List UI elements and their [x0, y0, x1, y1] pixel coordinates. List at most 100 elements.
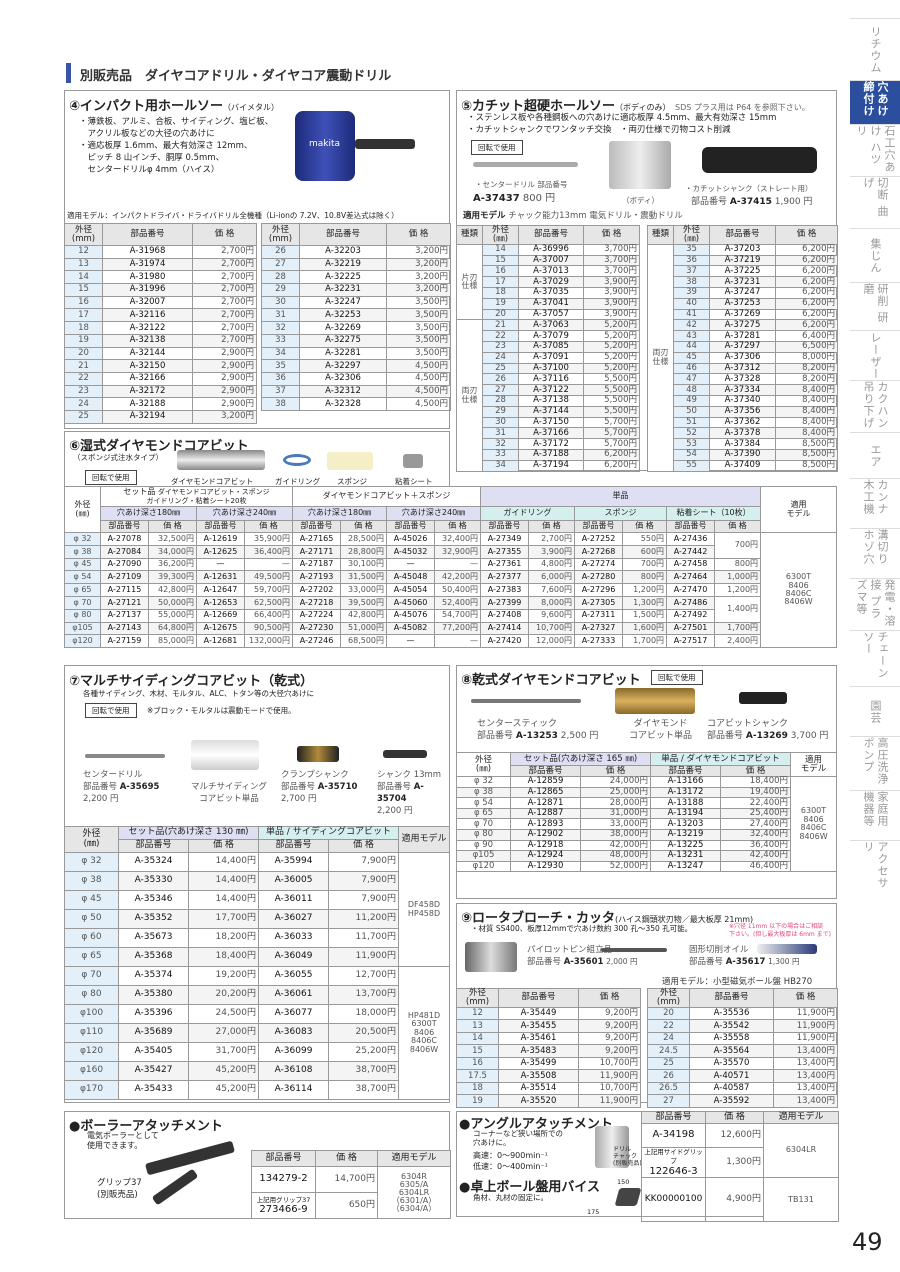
table-row: 18 A-35514 10,700円	[456, 1081, 641, 1096]
sidebar-tab[interactable]: チェーンソー	[850, 630, 900, 686]
table-row: 47 A-37328 8,200円	[648, 373, 838, 386]
diameter-cell: 36	[261, 371, 300, 386]
part-number-cell: A-27383	[480, 583, 530, 597]
table-row: KK00000100 4,900円 TB131	[641, 1177, 839, 1223]
part-number-cell: A-37013	[518, 265, 584, 278]
note: ※ブロック・モルタルは震動モードで使用。	[147, 706, 296, 715]
diameter-cell: 14	[482, 243, 519, 256]
part-number-cell: A-37172	[518, 438, 584, 450]
table-row: 32 A-32269 3,500円	[261, 321, 451, 335]
part-number-cell: A-12653	[196, 595, 245, 610]
diamond-bit-image	[615, 688, 695, 714]
part-number-cell: A-27517	[666, 634, 716, 649]
part-number-cell: A-37312	[709, 362, 776, 375]
price-cell: 8,400円	[775, 384, 838, 396]
part-number-cell: A-36005	[258, 871, 329, 891]
holesaw-body-image	[609, 141, 671, 189]
sidebar-tab[interactable]: アクセサリ	[850, 840, 900, 895]
section-borer-attachment: ●ボーラーアタッチメント 電気ボーラーとして 使用できます。 グリップ37 (別…	[64, 1111, 451, 1219]
sidebar-tab[interactable]: エア	[850, 432, 900, 478]
table-row: 17 A-32116 2,700円	[64, 308, 257, 323]
table-row: 14 A-35461 9,200円	[456, 1031, 641, 1046]
price-cell: 8,500円	[775, 448, 838, 461]
price-cell: 2,700円	[192, 283, 257, 297]
sidebar-tab[interactable]: 園芸	[850, 686, 900, 736]
price-cell: 2,700円	[192, 333, 257, 348]
table-row: φ 70 A-12893 33,000円 A-13203 27,400円	[456, 818, 837, 830]
diameter-cell: φ 54	[64, 570, 101, 585]
part-number-cell: A-37384	[709, 438, 776, 450]
sidebar-tab[interactable]: 家庭用 機器等	[850, 790, 900, 840]
table-row: 40 A-37253 6,200円	[647, 297, 838, 310]
price-cell: 5,200円	[583, 351, 640, 364]
price-cell: 6,200円	[775, 287, 838, 299]
feature-list: ・ステンレス板や各種鋼板への穴あけに適応板厚 4.5mm、最大有効深さ 15mm…	[467, 113, 777, 135]
sidebar-tab[interactable]: カクハン 吊り下げ	[850, 380, 900, 432]
col-header: 外径(mm)	[456, 988, 499, 1008]
price-cell: 3,700円	[583, 243, 640, 256]
diameter-cell: φ105	[64, 621, 101, 636]
diameter-cell: 35	[261, 359, 300, 373]
part-number-cell: A-32225	[299, 270, 387, 285]
col-header: 外径 (㎜)	[64, 826, 119, 853]
part-number-cell: A-35994	[258, 852, 329, 872]
part-number-cell: A-27420	[480, 634, 530, 649]
part-number-cell: A-12887	[510, 807, 581, 820]
table-row: 20 A-32144 2,900円	[64, 346, 257, 361]
table-row: φ100 A-35396 24,500円 A-36077 18,000円	[64, 1004, 450, 1024]
col-header: 部品番号	[118, 839, 189, 853]
price-cell: 11,900円	[328, 947, 399, 967]
table-row: 22 A-35542 11,900円	[647, 1019, 838, 1033]
table-row: 39 A-37247 6,200円	[648, 287, 838, 299]
sidebar-tab[interactable]: 切断 曲げ	[850, 176, 900, 228]
diameter-cell: 39	[673, 287, 710, 299]
price-cell: 9,200円	[578, 1019, 641, 1033]
price-cell: 3,500円	[386, 333, 451, 348]
price-cell: 5,700円	[583, 427, 640, 440]
price-cell: 5,700円	[583, 416, 640, 429]
multi-siding-bit-image	[191, 740, 259, 770]
col-header: 部品番号	[689, 988, 774, 1008]
price-cell: 64,800円	[148, 621, 197, 636]
col-header: 部品番号	[498, 988, 579, 1008]
part-number-cell: A-32231	[299, 283, 387, 297]
diameter-cell: 31	[482, 427, 519, 440]
clamp-shank-info: クランプシャンク 部品番号 A-35710 2,700 円	[281, 770, 358, 804]
diameter-cell: 23	[482, 341, 519, 353]
sidebar-tab[interactable]: 研削 研磨	[850, 282, 900, 330]
table-row: 36 A-37219 6,200円	[647, 254, 838, 267]
part-number-cell: A-37390	[709, 448, 776, 461]
sidebar-tab[interactable]: 発電・溶接 プラズマ等	[850, 578, 900, 630]
part-number-cell: A-40571	[689, 1069, 774, 1083]
part-number-cell: A-32328	[299, 397, 387, 411]
diameter-cell: 24.5	[647, 1044, 690, 1058]
price-cell: 50,400円	[434, 583, 482, 597]
sidebar-tab[interactable]: 高圧洗浄 ポンプ	[850, 736, 900, 790]
diameter-cell: φ160	[64, 1061, 119, 1081]
models: TB131	[763, 1177, 839, 1223]
clamp-shank-image	[297, 746, 339, 762]
diameter-cell: 28	[261, 270, 300, 285]
diameter-cell: 14	[456, 1031, 499, 1046]
part-number-cell: A-12631	[196, 570, 245, 585]
sidebar-tab[interactable]: 石工穴あけ ハツリ	[850, 124, 900, 176]
sidebar-tab[interactable]: レーザー	[850, 330, 900, 380]
col-header: 適用モデル	[377, 1150, 451, 1167]
part-number-cell: A-37297	[709, 341, 776, 353]
price-cell: 13,400円	[773, 1094, 838, 1108]
price-cell: 550円	[622, 532, 668, 546]
diameter-cell: φ 60	[64, 928, 119, 948]
price-cell: 59,700円	[243, 583, 294, 597]
part-number-cell: A-36033	[258, 928, 329, 948]
part-number-cell: A-37007	[518, 254, 584, 267]
sidebar-tab[interactable]: 溝切り ホゾ穴	[850, 528, 900, 578]
table-row: 30 A-32247 3,500円	[261, 295, 451, 310]
sidebar-tab[interactable]: 集じん	[850, 228, 900, 282]
part-number-cell: A-12669	[196, 608, 245, 623]
sidebar-tab[interactable]: リチウム	[850, 18, 900, 80]
sidebar-tab[interactable]: カンナ 木工機	[850, 478, 900, 528]
sidebar-tab[interactable]: 穴あけ 締付け	[850, 80, 900, 124]
col-header: 部品番号	[258, 839, 329, 853]
pilot-pin-image	[601, 948, 667, 952]
part-number-cell: A-27470	[666, 583, 716, 597]
